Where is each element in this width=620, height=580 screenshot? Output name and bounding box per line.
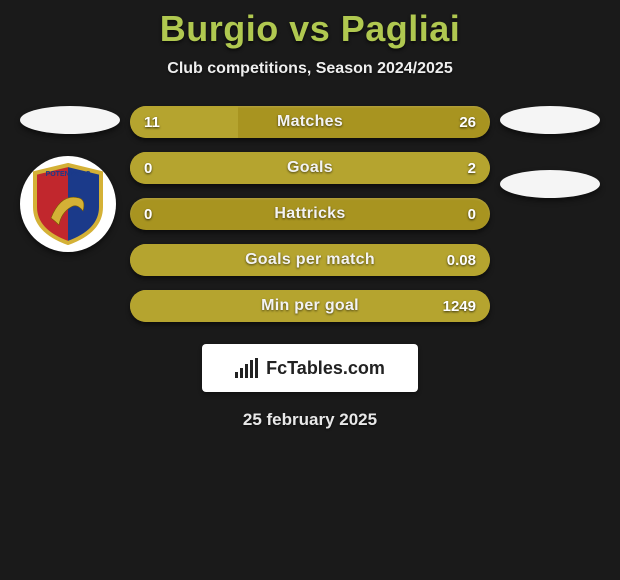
crest-shield-icon: POTENZA SC	[31, 163, 105, 245]
svg-text:POTENZA SC: POTENZA SC	[46, 171, 91, 178]
stat-bar-min-per-goal: Min per goal 1249	[130, 290, 490, 322]
subtitle: Club competitions, Season 2024/2025	[0, 60, 620, 78]
content-row: POTENZA SC 11 Matches 26 0 Goals 2 0 Hat…	[0, 106, 620, 322]
club-placeholder-right	[500, 170, 600, 198]
stat-right-value: 0	[468, 198, 476, 230]
stat-right-value: 2	[468, 152, 476, 184]
stat-bar-goals-per-match: Goals per match 0.08	[130, 244, 490, 276]
watermark[interactable]: FcTables.com	[202, 344, 418, 392]
stat-bar-goals: 0 Goals 2	[130, 152, 490, 184]
stat-label: Matches	[130, 106, 490, 138]
page-title: Burgio vs Pagliai	[0, 8, 620, 50]
player-placeholder-right	[500, 106, 600, 134]
bar-chart-icon	[235, 358, 258, 378]
stat-bars: 11 Matches 26 0 Goals 2 0 Hattricks 0 Go…	[130, 106, 490, 322]
stat-label: Min per goal	[130, 290, 490, 322]
club-crest-left[interactable]: POTENZA SC	[20, 156, 116, 252]
stat-label: Hattricks	[130, 198, 490, 230]
stat-right-value: 0.08	[447, 244, 476, 276]
watermark-text: FcTables.com	[266, 358, 385, 379]
stat-label: Goals	[130, 152, 490, 184]
right-column	[500, 106, 600, 198]
stat-right-value: 26	[459, 106, 476, 138]
stat-label: Goals per match	[130, 244, 490, 276]
stat-right-value: 1249	[443, 290, 476, 322]
player-placeholder-left	[20, 106, 120, 134]
stat-bar-hattricks: 0 Hattricks 0	[130, 198, 490, 230]
stat-bar-matches: 11 Matches 26	[130, 106, 490, 138]
left-column: POTENZA SC	[20, 106, 120, 252]
footer-date: 25 february 2025	[0, 410, 620, 430]
comparison-widget: Burgio vs Pagliai Club competitions, Sea…	[0, 0, 620, 430]
